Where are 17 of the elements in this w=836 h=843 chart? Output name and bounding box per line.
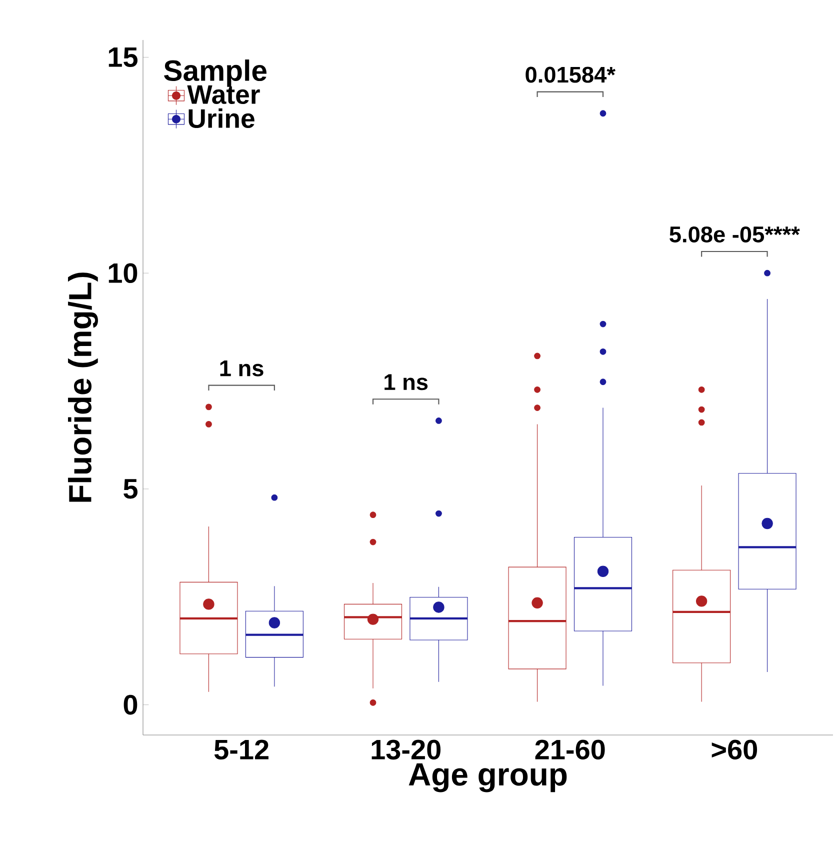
x-tick-label: 13-20 <box>372 740 441 760</box>
annotation: 1 ns <box>220 360 264 376</box>
x-tick-label: 21-60 <box>535 740 605 760</box>
x-tick-label: 5-12 <box>214 740 268 760</box>
x-tick-label: >60 <box>712 740 758 760</box>
y-axis-title: Fluoride (mg/L) <box>68 272 98 502</box>
y-tick-label: 5 <box>124 479 138 499</box>
legend-label: Urine <box>188 108 254 128</box>
legend-label: Water <box>187 85 260 104</box>
y-tick-label: 10 <box>108 263 138 284</box>
annotation: 5.08e -05**** <box>670 226 800 242</box>
y-tick-label: 0 <box>124 694 138 715</box>
annotation: 0.01584* <box>526 66 616 83</box>
annotation: 1 ns <box>384 374 428 390</box>
y-tick-label: 15 <box>108 48 138 68</box>
x-axis-title: Age group <box>408 763 567 792</box>
legend-title: Sample <box>164 59 267 87</box>
